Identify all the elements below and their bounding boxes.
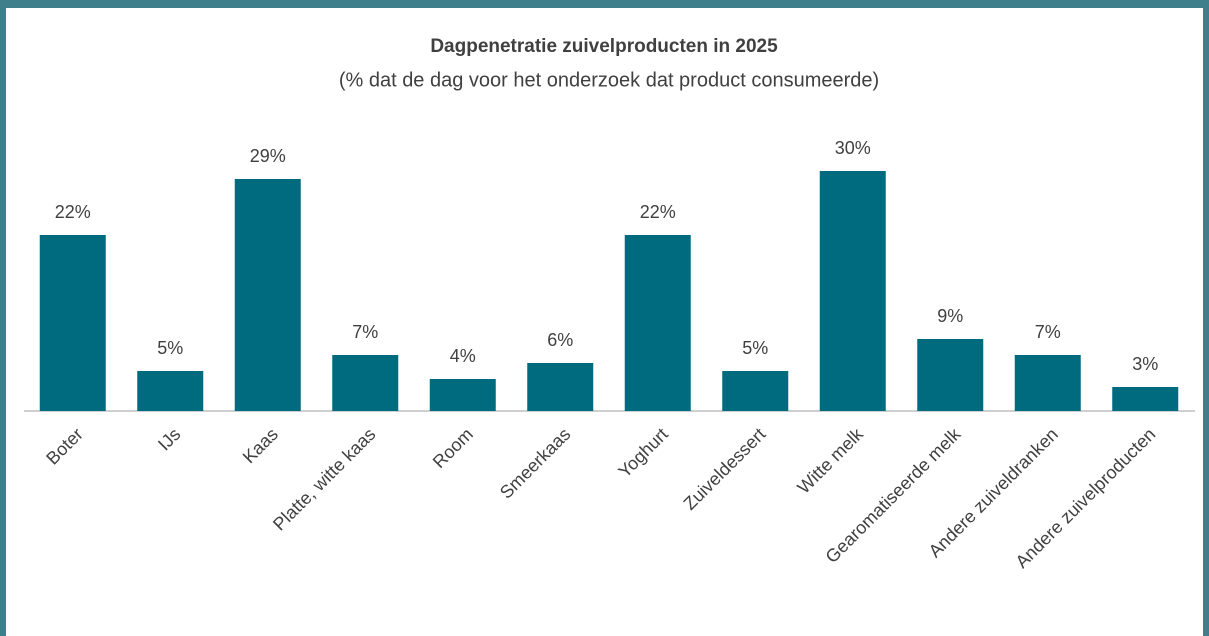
bar: [527, 363, 594, 411]
data-label: 29%: [250, 146, 286, 166]
bar: [39, 235, 106, 411]
bar: [722, 371, 789, 411]
bar: [234, 179, 301, 411]
bar: [332, 355, 399, 411]
data-label: 5%: [742, 338, 768, 358]
bar: [819, 171, 886, 411]
data-label: 6%: [547, 330, 573, 350]
data-label: 3%: [1132, 354, 1158, 374]
data-label: 5%: [157, 338, 183, 358]
plot-background: [6, 8, 1203, 636]
bar: [429, 379, 496, 411]
chart-subtitle: (% dat de dag voor het onderzoek dat pro…: [339, 69, 879, 91]
bar: [624, 235, 691, 411]
data-label: 9%: [937, 306, 963, 326]
bar: [917, 339, 984, 411]
chart-title: Dagpenetratie zuivelproducten in 2025: [430, 36, 778, 57]
data-label: 22%: [55, 202, 91, 222]
data-label: 7%: [352, 322, 378, 342]
data-label: 7%: [1035, 322, 1061, 342]
data-label: 4%: [450, 346, 476, 366]
data-label: 30%: [835, 138, 871, 158]
bar: [137, 371, 204, 411]
data-label: 22%: [640, 202, 676, 222]
bar: [1112, 387, 1179, 411]
bar: [1014, 355, 1081, 411]
